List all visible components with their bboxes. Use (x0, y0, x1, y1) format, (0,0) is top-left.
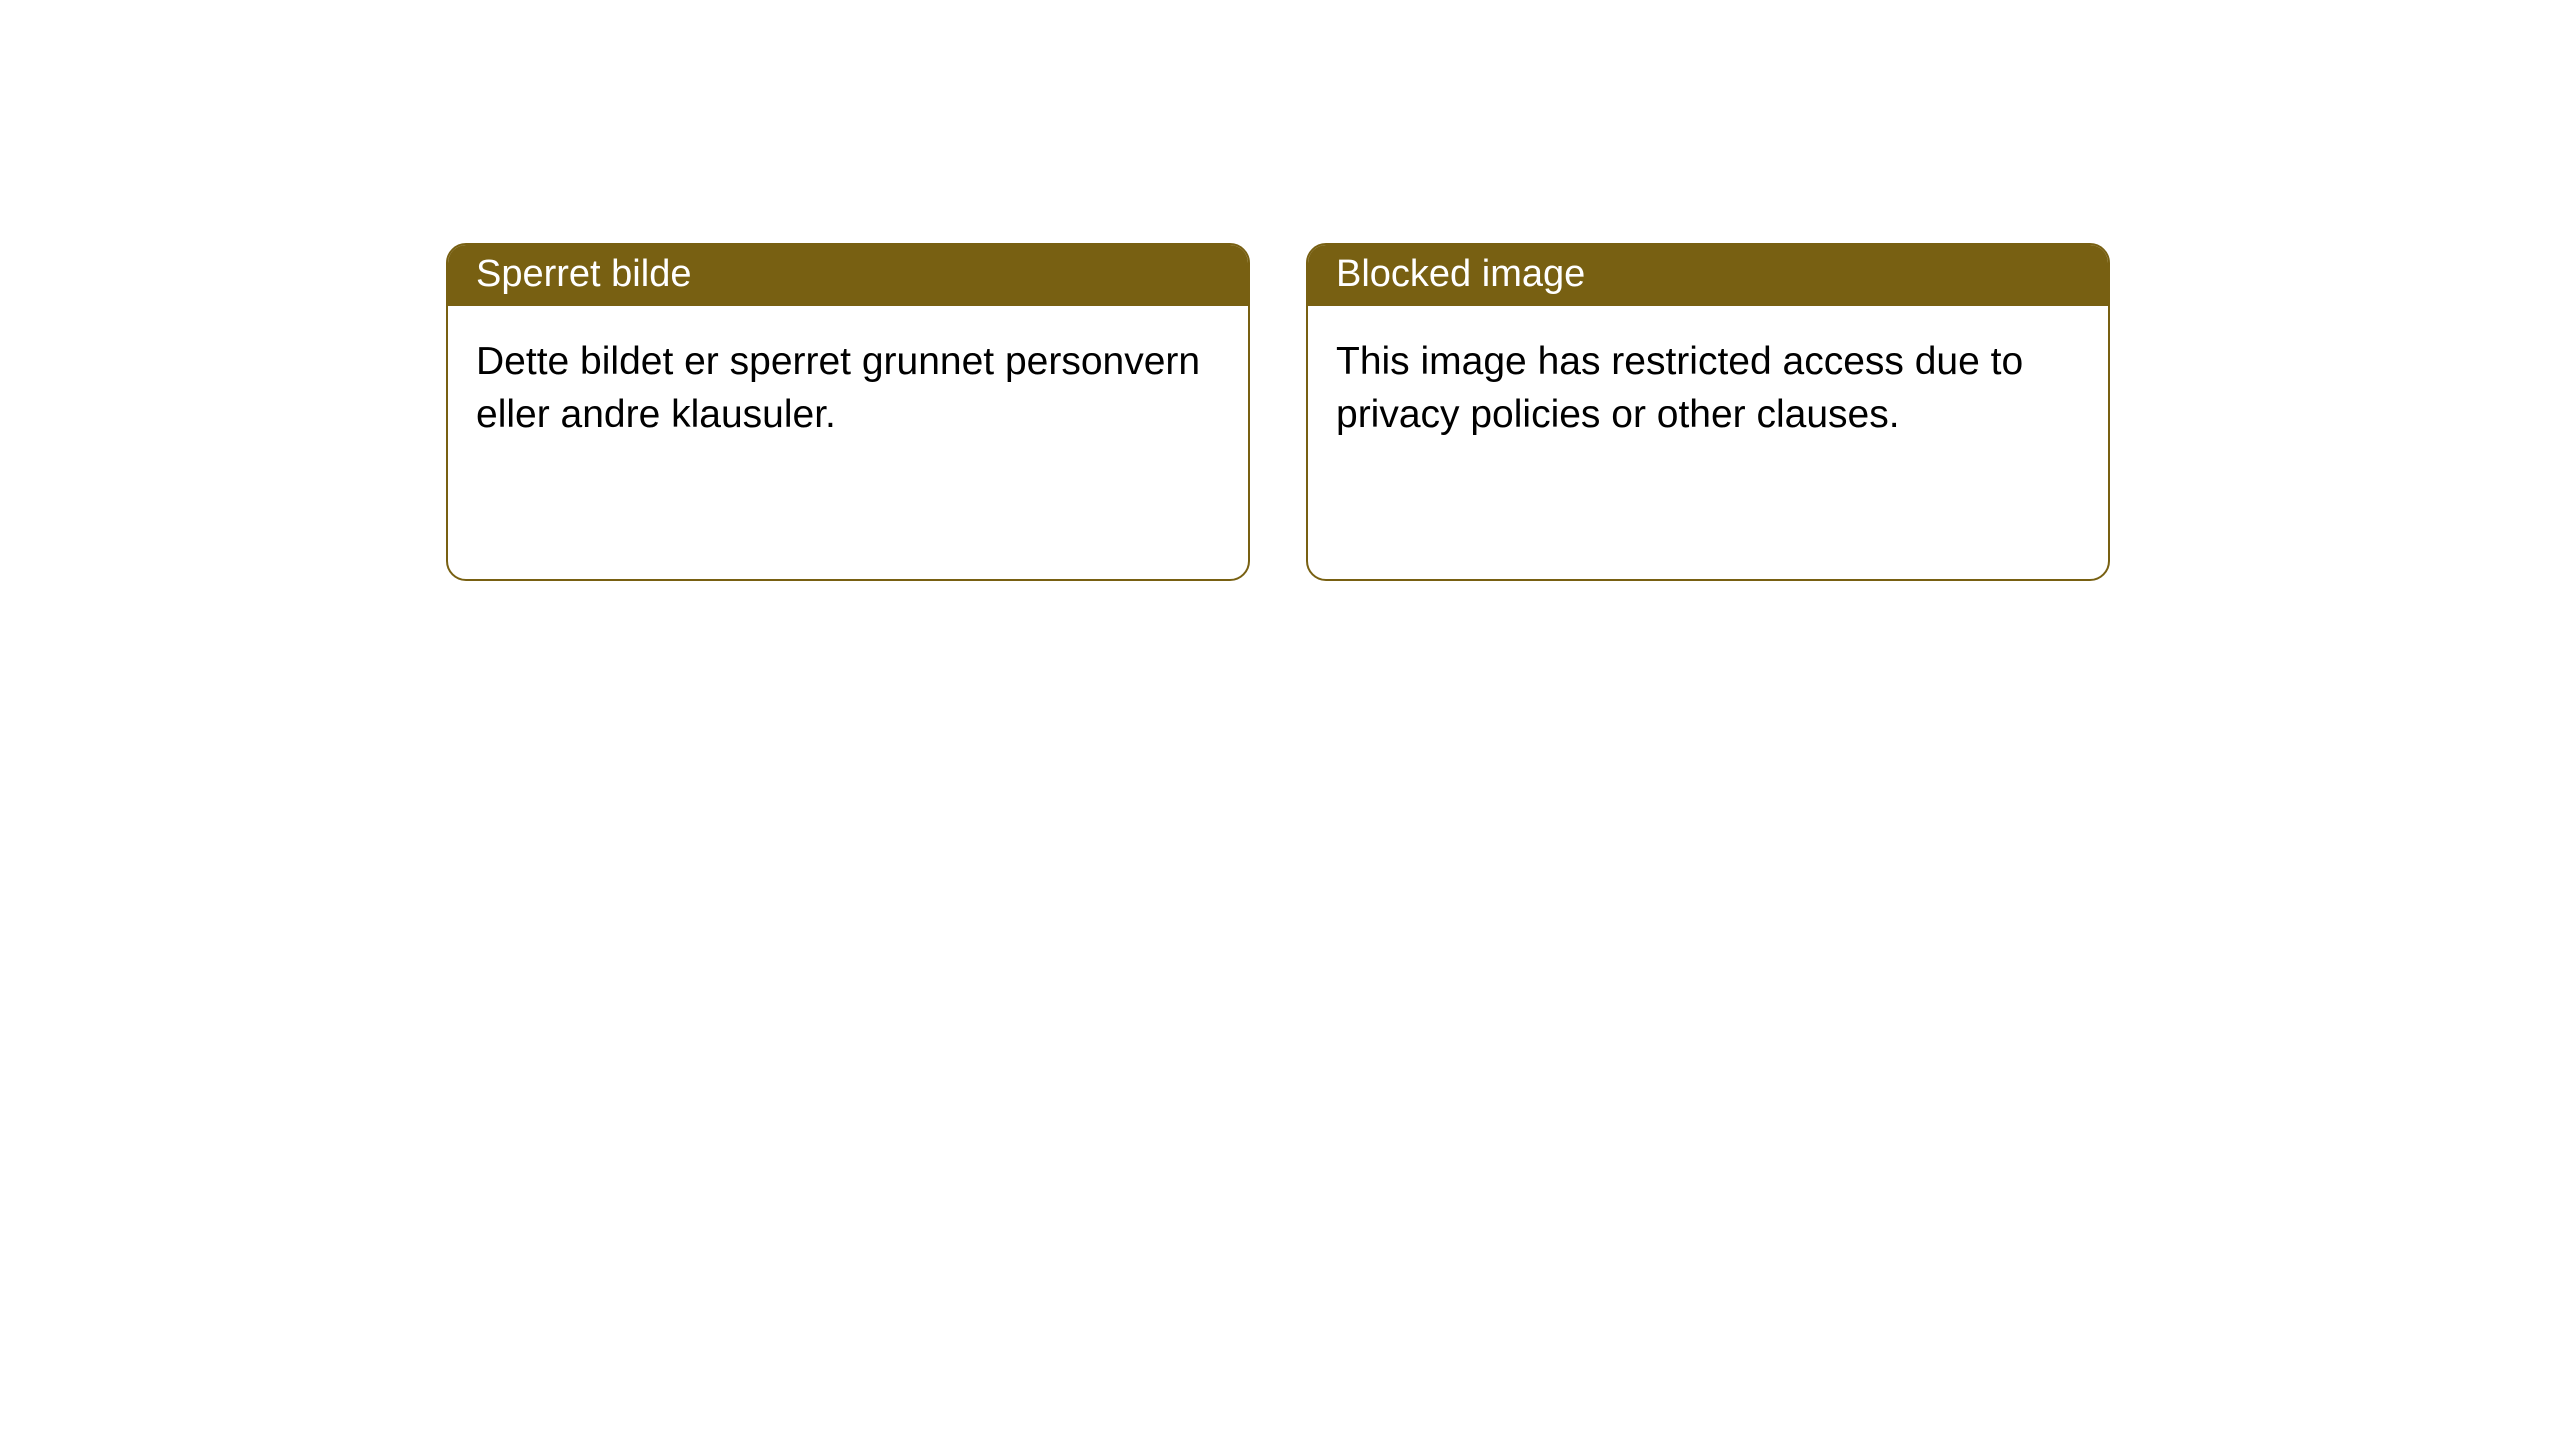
card-header-no: Sperret bilde (448, 245, 1248, 306)
blocked-image-card-no: Sperret bilde Dette bildet er sperret gr… (446, 243, 1250, 581)
card-header-en: Blocked image (1308, 245, 2108, 306)
blocked-image-card-en: Blocked image This image has restricted … (1306, 243, 2110, 581)
card-body-en: This image has restricted access due to … (1308, 306, 2108, 471)
cards-container: Sperret bilde Dette bildet er sperret gr… (446, 243, 2110, 581)
card-body-no: Dette bildet er sperret grunnet personve… (448, 306, 1248, 471)
